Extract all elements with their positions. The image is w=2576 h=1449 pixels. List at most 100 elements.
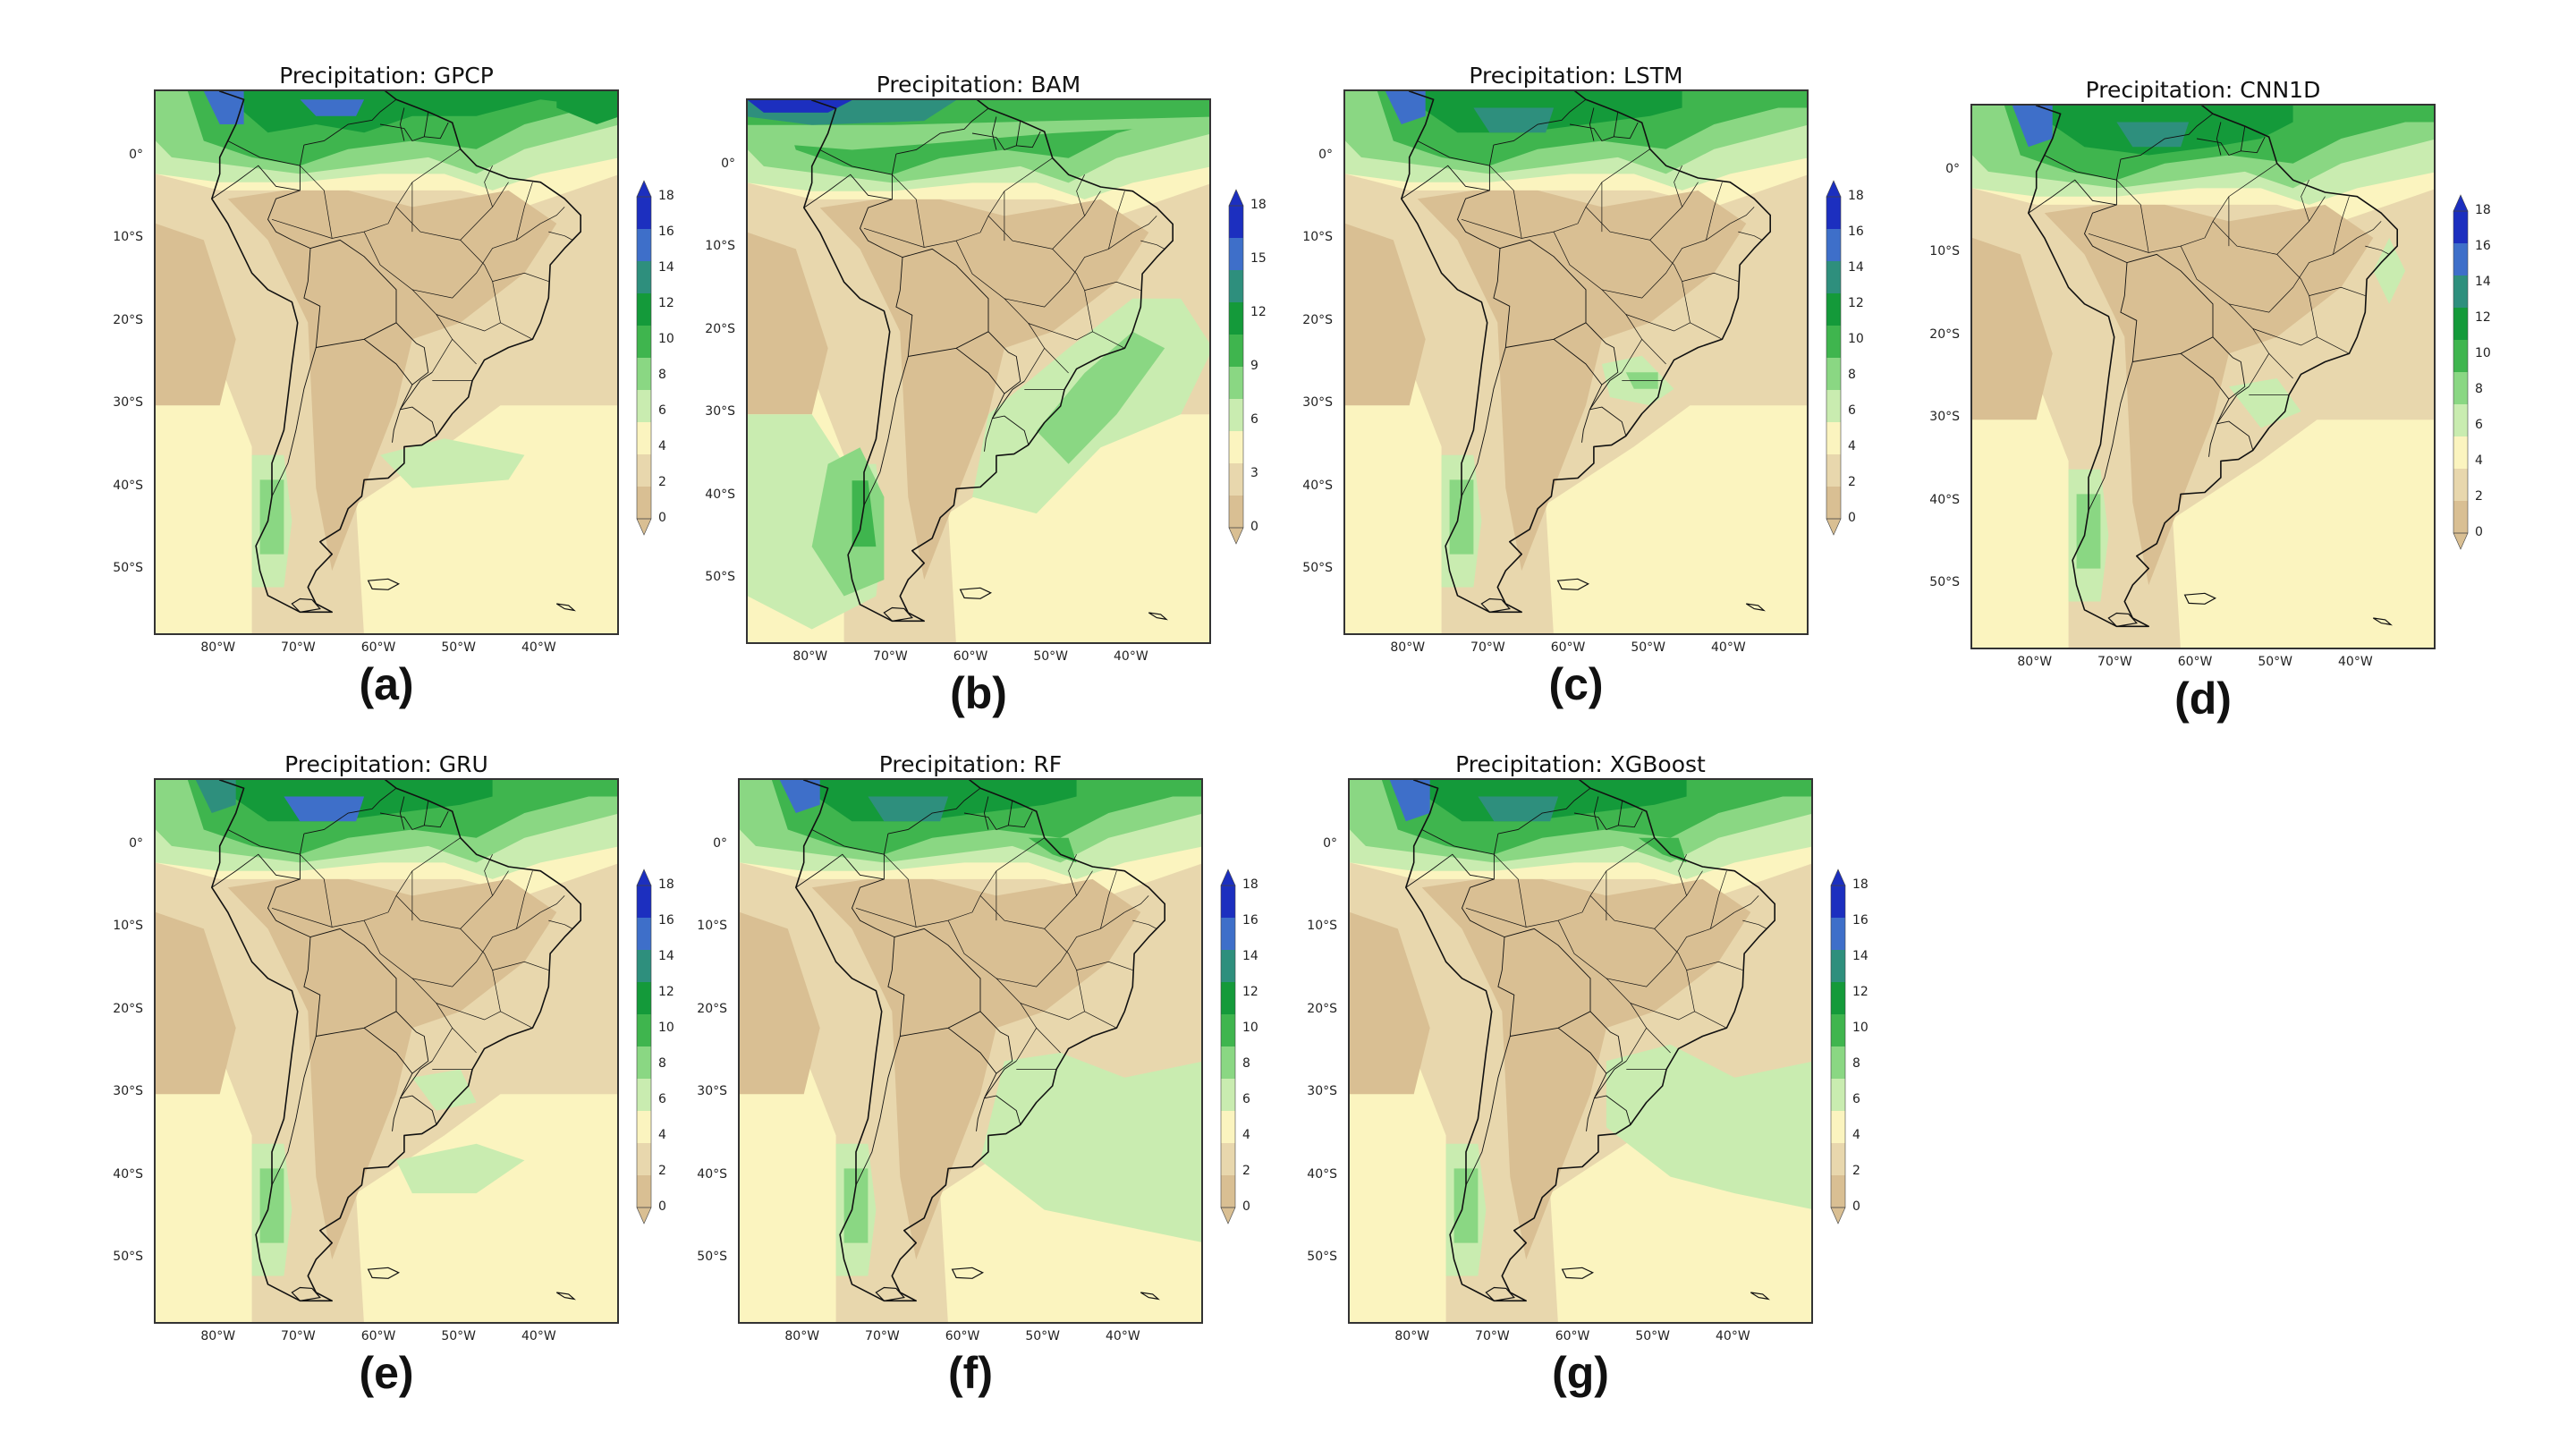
country-border — [2120, 113, 2214, 160]
state-border — [2301, 180, 2309, 222]
y-tick-label: 10°S — [113, 919, 143, 934]
colorbar-tick-label: 12 — [658, 296, 674, 310]
colorbar-frame — [2453, 210, 2469, 534]
contour-band — [1606, 1044, 1811, 1209]
country-border — [303, 787, 397, 835]
colorbar-segment — [1826, 390, 1841, 422]
island — [291, 597, 321, 613]
country-border — [1573, 801, 1623, 831]
precipitation-map — [154, 778, 619, 1324]
state-border — [1601, 289, 1666, 365]
x-tick-label: 70°W — [281, 640, 316, 655]
y-tick-label: 30°S — [113, 1084, 143, 1099]
y-tick-label: 40°S — [113, 1166, 143, 1182]
colorbar-segment — [637, 1175, 651, 1208]
state-border — [2309, 286, 2366, 296]
country-border — [1016, 131, 1041, 148]
map-canvas — [1345, 91, 1807, 633]
state-border — [460, 240, 533, 340]
contour-band — [1385, 91, 1426, 124]
colorbar-segment — [1826, 261, 1841, 293]
island — [1745, 603, 1766, 612]
precipitation-map — [1348, 778, 1813, 1324]
x-tick-label: 40°W — [1711, 640, 1746, 655]
colorbar-segment — [1221, 1111, 1235, 1143]
island — [1750, 1292, 1770, 1301]
y-tick-label: 10°S — [705, 239, 735, 254]
colorbar-tick-label: 8 — [2475, 382, 2483, 396]
state-border — [2252, 328, 2318, 346]
country-border — [271, 1036, 317, 1186]
precipitation-map — [1970, 104, 2436, 649]
y-tick-label: 30°S — [1302, 395, 1333, 411]
contour-band — [1350, 1028, 1446, 1322]
coastline — [2027, 106, 2399, 628]
colorbar-extend-max — [1228, 189, 1244, 207]
state-border — [2116, 179, 2149, 253]
country-border — [424, 122, 449, 140]
panel-title: Precipitation: XGBoost — [1455, 751, 1706, 777]
x-tick-label: 50°W — [441, 1329, 477, 1343]
island — [2372, 617, 2393, 626]
state-border — [884, 853, 917, 928]
x-tick-label: 50°W — [1635, 1329, 1671, 1343]
panel-title: Precipitation: LSTM — [1469, 63, 1683, 89]
colorbar-segment — [637, 1079, 651, 1111]
country-border — [379, 801, 429, 831]
coastline — [1404, 780, 1776, 1302]
colorbar-extend-min — [1220, 1207, 1236, 1224]
colorbar-segment — [637, 326, 651, 358]
colorbar-segment — [1826, 229, 1841, 261]
country-border — [1589, 371, 1623, 411]
colorbar-tick-label: 2 — [2475, 489, 2483, 504]
colorbar — [636, 180, 652, 536]
y-tick-label: 0° — [1323, 835, 1337, 851]
country-border — [855, 1036, 901, 1186]
y-tick-label: 50°S — [113, 1250, 143, 1265]
contour-band — [1453, 1168, 1479, 1243]
contour-band — [396, 1143, 525, 1194]
colorbar-tick-label: 3 — [1250, 466, 1258, 480]
colorbar-segment — [1229, 496, 1243, 528]
colorbar-segment — [1831, 982, 1845, 1014]
contour-band — [748, 232, 828, 415]
state-border — [1654, 928, 1727, 1029]
country-border — [267, 145, 321, 348]
colorbar-tick-label: 6 — [1242, 1092, 1250, 1106]
colorbar-segment — [2453, 340, 2468, 372]
island — [959, 587, 993, 599]
island — [951, 1267, 985, 1279]
country-border — [1421, 829, 1495, 855]
state-border — [540, 207, 565, 225]
colorbar-segment — [1831, 1014, 1845, 1046]
country-border — [1553, 322, 1619, 386]
country-border — [363, 1011, 429, 1074]
state-border — [1084, 281, 1141, 291]
country-border — [1497, 787, 1591, 835]
contour-band — [2076, 494, 2101, 569]
country-border — [227, 829, 301, 855]
colorbar-frame — [636, 885, 652, 1208]
y-tick-label: 50°S — [1302, 561, 1333, 576]
y-tick-label: 40°S — [705, 487, 735, 502]
contour-band — [740, 911, 820, 1095]
contour-band — [156, 1028, 252, 1322]
colorbar-segment — [637, 454, 651, 487]
y-tick-label: 20°S — [113, 1001, 143, 1016]
state-border — [1465, 907, 1735, 987]
country-border — [424, 810, 449, 828]
y-tick-label: 20°S — [1307, 1001, 1337, 1016]
colorbar-tick-label: 14 — [658, 260, 674, 275]
map-canvas — [1350, 780, 1811, 1322]
colorbar-segment — [1831, 918, 1845, 950]
country-border — [1493, 98, 1587, 146]
state-border — [1557, 837, 1655, 921]
colorbar-tick-label: 18 — [658, 877, 674, 892]
colorbar-tick-label: 12 — [2475, 310, 2491, 325]
x-tick-label: 50°W — [1025, 1329, 1061, 1343]
x-tick-label: 60°W — [2177, 655, 2213, 669]
map-canvas — [156, 780, 617, 1322]
colorbar-tick-label: 8 — [1852, 1056, 1860, 1071]
colorbar-tick-label: 16 — [658, 913, 674, 928]
colorbar-segment — [637, 197, 651, 229]
